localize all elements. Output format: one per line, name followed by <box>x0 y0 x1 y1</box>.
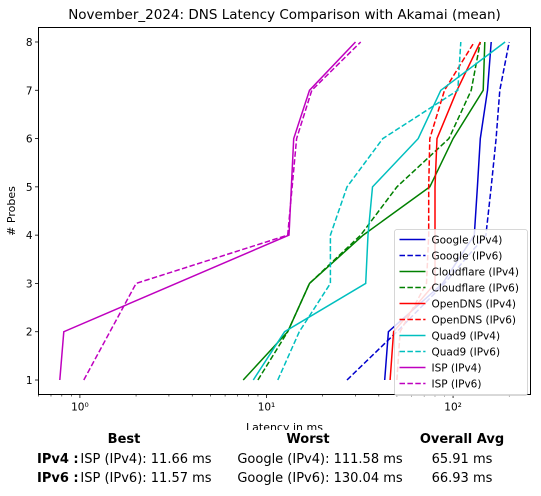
avg-value: 66.93 ms <box>431 471 493 486</box>
chart: November_2024: DNS Latency Comparison wi… <box>5 7 531 430</box>
legend-box <box>394 229 528 396</box>
legend-label: Cloudflare (IPv6) <box>432 283 519 295</box>
series-line-quad9-ipv4 <box>252 41 506 381</box>
legend-label: Cloudflare (IPv4) <box>432 267 519 279</box>
series-line-isp-ipv6 <box>83 41 362 381</box>
y-tick-label: 7 <box>26 85 33 97</box>
plot-frame <box>38 27 531 395</box>
x-tick-label: 10⁰ <box>71 402 89 414</box>
best-value: ISP (IPv4): 11.66 ms <box>80 452 212 467</box>
summary-table: Best Worst Overall Avg IPv4 : ISP (IPv4)… <box>0 430 541 496</box>
y-axis-label: # Probes <box>5 186 18 236</box>
legend: Google (IPv4) Google (IPv6) Cloudflare (IP… <box>394 229 528 396</box>
legend-label: OpenDNS (IPv4) <box>432 299 517 311</box>
y-tick-label: 8 <box>26 37 33 49</box>
legend-label: Quad9 (IPv6) <box>432 347 501 359</box>
chart-title: November_2024: DNS Latency Comparison wi… <box>68 7 501 23</box>
worst-value: Google (IPv4): 111.58 ms <box>237 452 403 467</box>
y-tick-label: 6 <box>26 134 33 146</box>
legend-label: Quad9 (IPv4) <box>432 331 501 343</box>
series-line-isp-ipv4 <box>59 41 357 381</box>
legend-label: OpenDNS (IPv6) <box>432 315 517 327</box>
x-tick-label: 10¹ <box>258 402 276 414</box>
legend-label: ISP (IPv6) <box>432 379 482 391</box>
worst-header: Worst <box>286 432 330 447</box>
worst-value: Google (IPv6): 130.04 ms <box>237 471 403 486</box>
avg-value: 65.91 ms <box>431 452 493 467</box>
summary-row-ipv4: IPv4 : ISP (IPv4): 11.66 ms Google (IPv4… <box>0 452 541 472</box>
y-tick-label: 3 <box>26 278 33 290</box>
best-header: Best <box>107 432 141 447</box>
y-axis: 1 2 3 4 5 6 7 8 <box>26 37 39 387</box>
series-line-quad9-ipv6 <box>277 41 462 381</box>
legend-label: Google (IPv6) <box>432 251 503 263</box>
series-line-cloudflare-ipv6 <box>257 41 482 381</box>
y-tick-label: 5 <box>26 182 33 194</box>
row-label: IPv6 : <box>37 471 79 486</box>
row-label: IPv4 : <box>37 452 79 467</box>
y-tick-label: 2 <box>26 327 33 339</box>
legend-label: Google (IPv4) <box>432 235 503 247</box>
x-axis: 10⁰ 10¹ 10² <box>38 394 510 414</box>
x-tick-label: 10² <box>444 402 462 414</box>
summary-row-ipv6: IPv6 : ISP (IPv6): 11.57 ms Google (IPv6… <box>0 471 541 491</box>
y-tick-label: 1 <box>26 375 33 387</box>
y-tick-label: 4 <box>26 230 33 242</box>
best-value: ISP (IPv6): 11.57 ms <box>80 471 212 486</box>
legend-label: ISP (IPv4) <box>432 363 482 375</box>
avg-header: Overall Avg <box>419 432 505 447</box>
x-axis-label: Latency in ms <box>246 421 323 430</box>
